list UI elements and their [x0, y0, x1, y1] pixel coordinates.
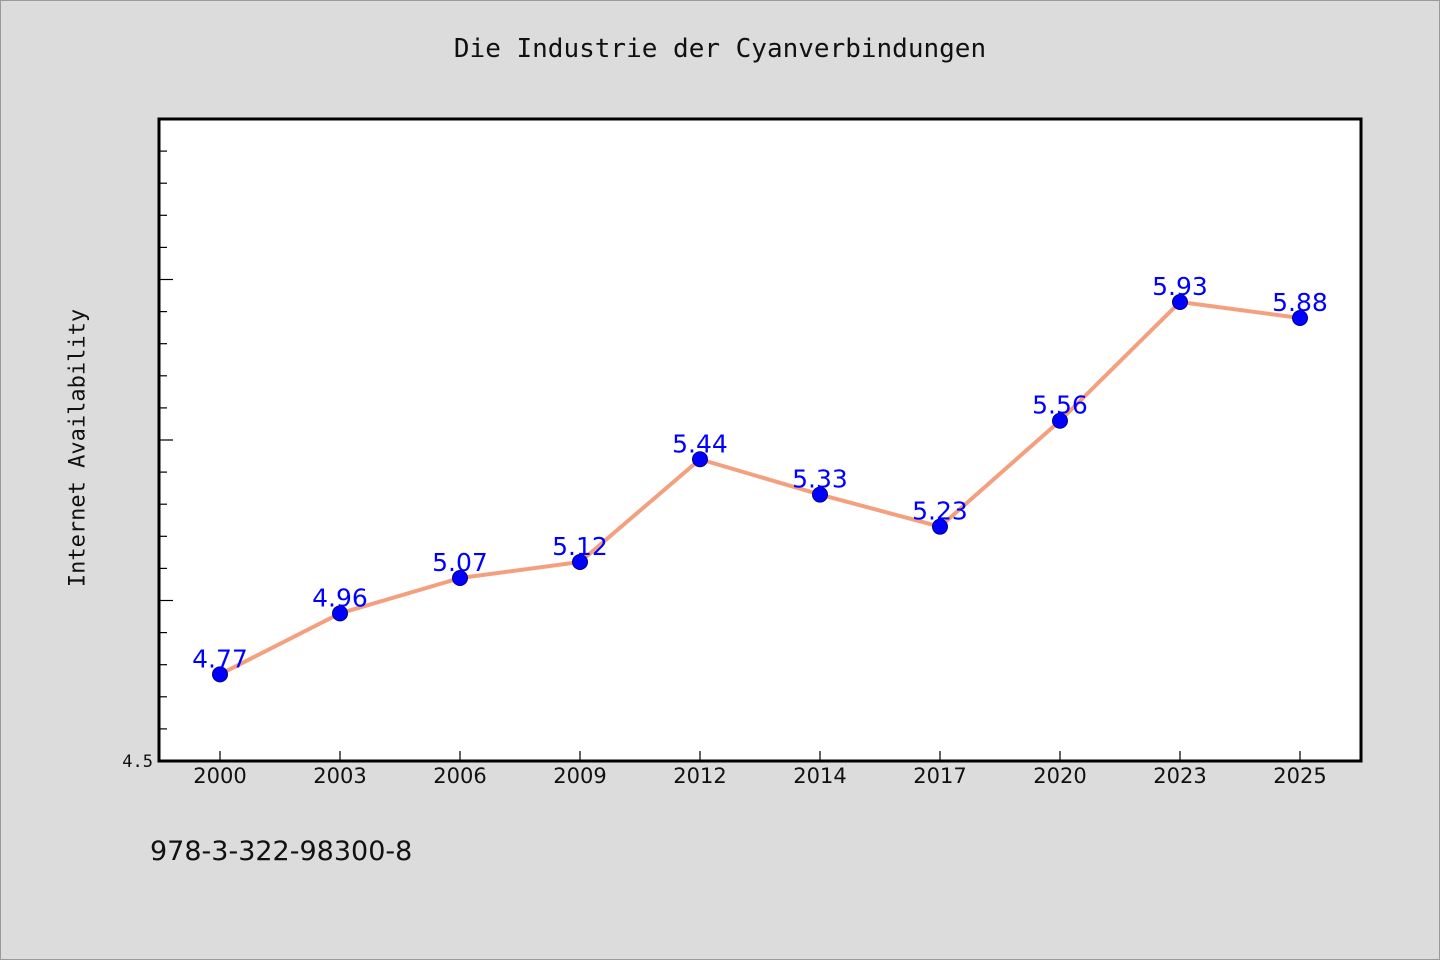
data-point	[332, 605, 348, 622]
y-axis-ticks: 4.5	[122, 118, 173, 772]
x-tick-label: 2014	[793, 764, 846, 788]
x-tick-label: 2025	[1273, 764, 1326, 788]
x-tick-label: 2003	[313, 764, 366, 788]
data-point	[692, 451, 708, 468]
y-tick-label: 4.5	[122, 752, 153, 772]
x-tick-label: 2009	[553, 764, 606, 788]
x-axis-ticks: 2000 2003 2006 2009 2012 2014 2017 2020 2023 2025	[193, 751, 1327, 788]
isbn-footnote: 978-3-322-98300-8	[150, 836, 413, 867]
data-point	[812, 486, 828, 503]
data-point	[1052, 412, 1068, 429]
series-layer	[212, 293, 1308, 683]
data-label: 5.12	[552, 532, 608, 561]
data-point	[452, 570, 468, 587]
x-tick-label: 2006	[433, 764, 486, 788]
data-point	[1292, 310, 1308, 327]
data-label: 5.07	[432, 548, 488, 577]
chart-title: Die Industrie der Cyanverbindungen	[453, 34, 987, 64]
data-label: 5.93	[1152, 272, 1208, 301]
series-line	[219, 299, 1301, 677]
data-point	[932, 518, 948, 535]
x-tick-label: 2017	[913, 764, 966, 788]
x-tick-label: 2023	[1153, 764, 1206, 788]
data-label: 5.23	[912, 497, 968, 526]
data-label: 4.96	[312, 583, 368, 612]
plot-area	[157, 117, 1363, 763]
data-labels: 4.77 4.96 5.07 5.12 5.44 5.33 5.23 5.56 5.93 5.88	[192, 272, 1328, 673]
x-tick-label: 2020	[1033, 764, 1086, 788]
data-label: 5.56	[1032, 391, 1088, 420]
data-label: 4.77	[192, 644, 248, 673]
data-label: 5.88	[1272, 288, 1328, 317]
x-tick-label: 2012	[673, 764, 726, 788]
x-tick-label: 2000	[193, 764, 246, 788]
data-point	[572, 553, 588, 570]
data-label: 5.44	[672, 429, 728, 458]
data-label: 5.33	[792, 465, 848, 494]
data-point	[212, 666, 228, 683]
data-point	[1172, 293, 1188, 310]
